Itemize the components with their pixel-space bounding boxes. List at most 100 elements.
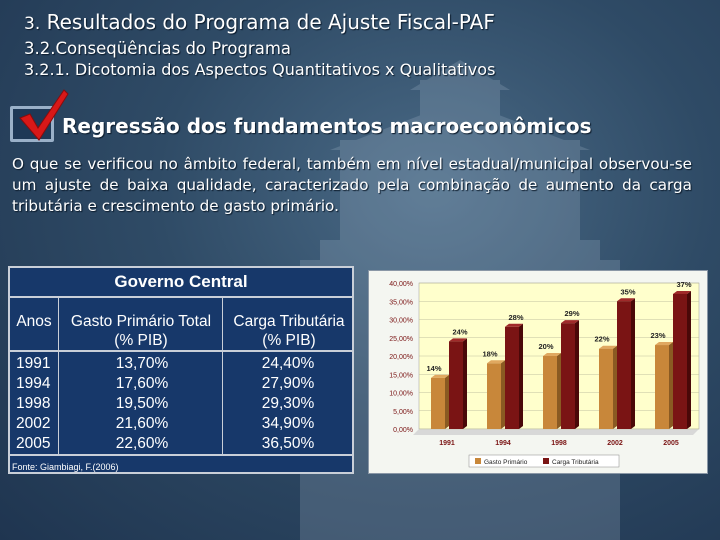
bar-carga	[561, 323, 575, 429]
x-tick-label: 1991	[439, 440, 455, 447]
data-label: 35%	[620, 287, 635, 296]
y-tick-label: 30,00%	[389, 318, 413, 325]
bar-gasto	[599, 348, 613, 429]
subtitle-row: Regressão dos fundamentos macroeconômico…	[8, 89, 708, 148]
bar-top	[561, 320, 579, 324]
legend-label: Gasto Primário	[484, 459, 528, 466]
bar-carga	[673, 293, 687, 429]
column-divider	[222, 296, 223, 454]
bar-side	[463, 338, 467, 429]
slide-subtitle: Regressão dos fundamentos macroeconômico…	[62, 114, 592, 138]
x-tick-label: 2002	[607, 440, 623, 447]
page-title: 3. Resultados do Programa de Ajuste Fisc…	[24, 8, 704, 38]
gasto-cell: 19,50%	[115, 395, 169, 412]
bar-side	[501, 360, 505, 429]
data-label: 24%	[452, 327, 467, 336]
bar-side	[445, 374, 449, 429]
data-label: 22%	[594, 335, 609, 344]
bar-side	[613, 345, 617, 429]
column-header-carga-line2: (% PIB)	[262, 332, 316, 349]
plot-floor	[413, 429, 699, 435]
legend-swatch	[475, 458, 481, 464]
y-tick-label: 25,00%	[389, 336, 413, 343]
table-title: Governo Central	[114, 272, 248, 291]
y-tick-label: 10,00%	[389, 391, 413, 398]
bar-top	[673, 290, 691, 294]
bar-carga	[617, 301, 631, 429]
data-table: Governo Central Anos Gasto Primário Tota…	[8, 266, 354, 474]
bar-side	[631, 298, 635, 429]
y-tick-label: 0,00%	[393, 427, 413, 434]
year-cell: 1994	[16, 375, 51, 392]
bar-carga	[505, 326, 519, 429]
bar-gasto	[487, 363, 501, 429]
data-label: 29%	[564, 309, 579, 318]
bar-side	[687, 290, 691, 429]
bar-top	[449, 338, 467, 342]
bar-gasto	[655, 345, 669, 429]
header: 3. Resultados do Programa de Ajuste Fisc…	[24, 8, 704, 80]
bar-top	[505, 323, 523, 327]
bar-top	[431, 374, 449, 378]
carga-cell: 24,40%	[261, 355, 315, 372]
data-label: 23%	[650, 331, 665, 340]
carga-cell: 27,90%	[261, 375, 315, 392]
subsection-heading: 3.2.1. Dicotomia dos Aspectos Quantitati…	[24, 60, 496, 79]
chart-canvas: 0,00% 5,00% 10,00% 15,00% 20,00% 25,00% 30,00%…	[389, 280, 700, 468]
year-cell: 1991	[16, 355, 51, 372]
gasto-cell: 21,60%	[115, 415, 169, 432]
y-tick-label: 40,00%	[389, 281, 413, 288]
y-tick-label: 20,00%	[389, 354, 413, 361]
column-header-anos: Anos	[16, 313, 52, 330]
bar-gasto	[431, 377, 445, 429]
data-label: 18%	[482, 349, 497, 358]
gasto-cell: 13,70%	[115, 355, 169, 372]
bar-gasto	[543, 356, 557, 429]
gasto-cell: 17,60%	[115, 375, 169, 392]
table-bottom-divider	[10, 454, 352, 456]
data-label: 20%	[538, 342, 553, 351]
check-mark-icon	[19, 89, 69, 141]
y-tick-label: 35,00%	[389, 299, 413, 306]
bar-top	[655, 342, 673, 346]
legend-swatch	[543, 458, 549, 464]
section-heading: 3.2.Conseqüências do Programa	[24, 39, 291, 58]
bar-top	[487, 360, 505, 364]
bar-carga	[449, 341, 463, 429]
data-label: 14%	[426, 364, 441, 373]
year-cell: 1998	[16, 395, 51, 412]
column-divider	[58, 296, 59, 454]
bar-top	[543, 353, 561, 356]
title-text: Resultados do Programa de Ajuste Fiscal-…	[46, 10, 495, 34]
title-number: 3.	[24, 14, 41, 34]
column-header-gasto-line2: (% PIB)	[114, 332, 168, 349]
y-tick-label: 15,00%	[389, 372, 413, 379]
legend-label: Carga Tributária	[552, 459, 599, 466]
table-source: Fonte: Giambiagi, F.(2006)	[12, 462, 119, 472]
column-header-gasto-line1: Gasto Primário Total	[70, 313, 212, 330]
table-divider	[10, 296, 352, 298]
year-cell: 2005	[16, 435, 51, 452]
y-tick-label: 5,00%	[393, 409, 413, 416]
data-label: 37%	[676, 280, 691, 289]
gasto-cell: 22,60%	[115, 435, 169, 452]
body-paragraph: O que se verificou no âmbito federal, ta…	[12, 155, 692, 215]
bar-side	[519, 323, 523, 429]
table-header-divider	[10, 350, 352, 352]
carga-cell: 29,30%	[261, 395, 315, 412]
bar-chart: 0,00% 5,00% 10,00% 15,00% 20,00% 25,00% 30,00%…	[368, 270, 708, 474]
column-header-carga: Carga Tributária (% PIB)	[224, 312, 354, 350]
carga-cell: 34,90%	[261, 415, 315, 432]
x-tick-label: 2005	[663, 440, 679, 447]
data-label: 28%	[508, 313, 523, 322]
year-cell: 2002	[16, 415, 51, 432]
carga-cell: 36,50%	[261, 435, 315, 452]
column-header-gasto: Gasto Primário Total (% PIB)	[62, 312, 220, 350]
bar-side	[575, 320, 579, 429]
bar-side	[669, 342, 673, 429]
bar-top	[617, 298, 635, 302]
bar-side	[557, 353, 561, 429]
x-tick-label: 1998	[551, 440, 567, 447]
column-header-carga-line1: Carga Tributária	[233, 313, 345, 330]
x-tick-label: 1994	[495, 440, 511, 447]
